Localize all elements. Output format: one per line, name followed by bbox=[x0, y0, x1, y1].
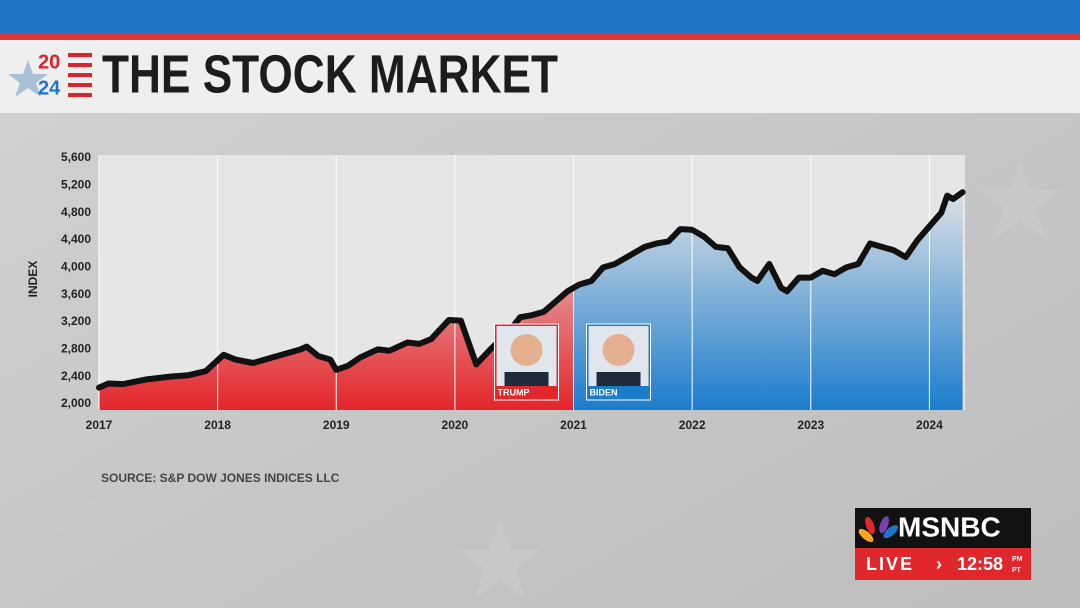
x-tick-label: 2019 bbox=[323, 418, 350, 432]
x-tick-label: 2023 bbox=[797, 418, 824, 432]
y-tick-label: 5,600 bbox=[61, 150, 91, 164]
star-pattern bbox=[20, 160, 1060, 598]
x-tick-label: 2017 bbox=[86, 418, 113, 432]
x-tick-label: 2022 bbox=[679, 418, 706, 432]
y-tick-label: 5,200 bbox=[61, 178, 91, 192]
title: THE STOCK MARKET bbox=[102, 44, 558, 104]
y-tick-label: 4,400 bbox=[61, 232, 91, 246]
x-tick-label: 2021 bbox=[560, 418, 587, 432]
live-box bbox=[855, 548, 1031, 580]
live-text: LIVE bbox=[866, 554, 914, 574]
top-bar bbox=[0, 0, 1080, 33]
network-name: MSNBC bbox=[898, 511, 1001, 542]
source: SOURCE: S&P DOW JONES INDICES LLC bbox=[101, 471, 340, 485]
peacock bbox=[858, 516, 899, 543]
time-zone: PT bbox=[1012, 567, 1022, 574]
y-tick-label: 4,000 bbox=[61, 260, 91, 274]
time: 12:58 bbox=[957, 554, 1003, 574]
chart: 2017 2018 2019 2020 2021 2022 2023 2024 2,000 2,4… bbox=[61, 150, 966, 432]
x-tick-label: 2020 bbox=[442, 418, 469, 432]
portrait-face bbox=[510, 334, 543, 366]
portrait-label: BIDEN bbox=[590, 387, 618, 397]
y-tick-label: 2,800 bbox=[61, 342, 91, 356]
x-tick-label: 2018 bbox=[204, 418, 231, 432]
y-tick-label: 3,200 bbox=[61, 314, 91, 328]
ampm: PM bbox=[1012, 556, 1023, 563]
portrait-label: TRUMP bbox=[498, 387, 530, 397]
logo-star bbox=[8, 60, 48, 97]
x-tick-label: 2024 bbox=[916, 418, 943, 432]
red-stripe bbox=[0, 33, 1080, 40]
index-line bbox=[96, 189, 966, 391]
y-tick-label: 3,600 bbox=[61, 287, 91, 301]
logo-stripes bbox=[68, 53, 92, 97]
y-tick-label: 2,000 bbox=[61, 396, 91, 410]
portrait-face bbox=[602, 334, 635, 366]
portrait-suit bbox=[596, 372, 641, 386]
title-band bbox=[0, 40, 1080, 113]
logo-top: 20 bbox=[38, 51, 60, 73]
logo-bottom: 24 bbox=[38, 77, 61, 99]
y-axis-label: INDEX bbox=[26, 261, 40, 298]
portrait-suit bbox=[504, 372, 549, 386]
y-tick-label: 4,800 bbox=[61, 205, 91, 219]
y-tick-label: 2,400 bbox=[61, 369, 91, 383]
chevron: › bbox=[936, 554, 942, 574]
period-area bbox=[573, 192, 963, 410]
